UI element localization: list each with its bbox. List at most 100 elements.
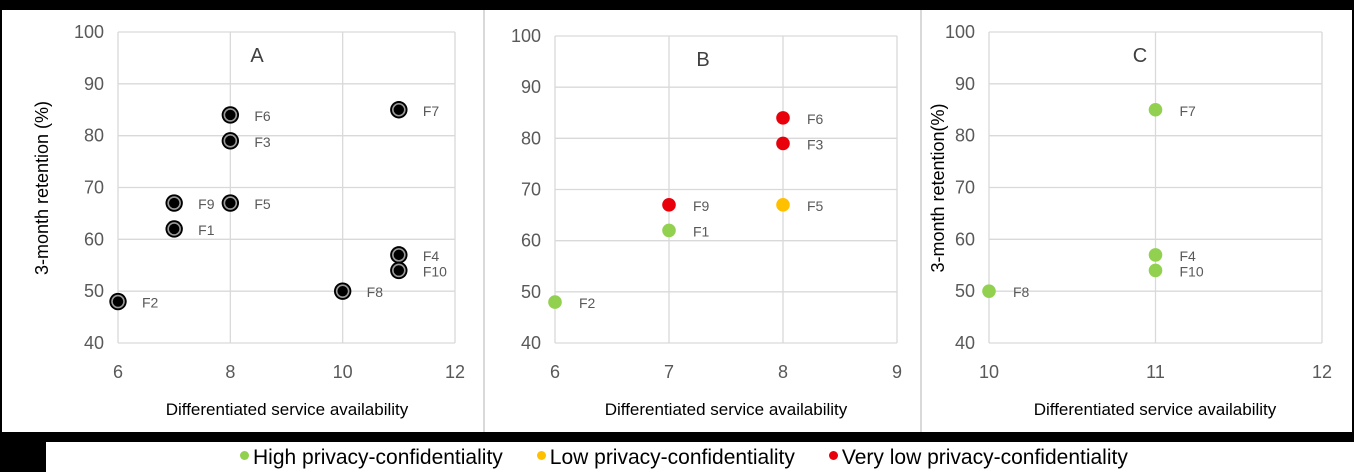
panel-a-ytick-label: 60 <box>84 229 104 249</box>
panel-c-ytick-label: 70 <box>955 178 975 198</box>
panel-a-point-label-f7: F7 <box>423 103 440 119</box>
panel-a-point-f7 <box>394 105 404 115</box>
scatter-panel-a: 40 50 60 70 80 90 100 6 8 10 12 A Differentiated ser… <box>32 22 465 419</box>
panel-c-xtick-label: 10 <box>979 362 999 382</box>
scatter-panel-b: 40 50 60 70 80 90 100 6 7 8 9 B Differentiated servi… <box>511 26 902 419</box>
panel-c-point-label-f8: F8 <box>1013 284 1030 300</box>
panel-b-ytick-label: 50 <box>521 282 541 302</box>
right-border <box>1352 10 1354 432</box>
panel-a-xtick-label: 6 <box>113 362 123 382</box>
panel-b-ytick-label: 100 <box>511 26 541 46</box>
legend-dot-low <box>536 450 546 460</box>
panel-c-ytick-label: 50 <box>955 281 975 301</box>
panel-a-point-label-f6: F6 <box>254 108 271 124</box>
panel-b-xtick-label: 7 <box>664 362 674 382</box>
panel-a-point-ring-f6 <box>223 108 238 122</box>
panel-a-xtick-label: 10 <box>333 362 353 382</box>
panel-b-xlabel: Differentiated service availability <box>605 400 848 419</box>
legend-item-very-low: Very low privacy-confidentiality <box>828 446 1128 470</box>
panel-b-xtick-label: 9 <box>892 362 902 382</box>
panel-b-ytick-label: 60 <box>521 231 541 251</box>
panel-c-ytick-label: 80 <box>955 126 975 146</box>
legend: High privacy-confidentiality Low privacy… <box>240 446 1162 470</box>
panel-a-point-f1 <box>169 224 179 234</box>
panel-b-point-f1 <box>662 223 676 238</box>
panel-a-point-f10 <box>394 265 404 276</box>
panel-c-title: C <box>1133 45 1147 67</box>
panel-a-point-ring-f4 <box>392 248 406 262</box>
panel-b-ytick-label: 40 <box>521 333 541 353</box>
legend-label-high: High privacy-confidentiality <box>253 446 503 469</box>
panel-a-point-f8 <box>338 286 348 296</box>
panel-a-ytick-label: 100 <box>74 22 104 42</box>
panel-b-ytick-label: 80 <box>521 128 541 148</box>
legend-item-high: High privacy-confidentiality <box>240 446 503 470</box>
panel-c-xtick-label: 11 <box>1146 362 1165 382</box>
panel-divider-a-b <box>483 10 485 432</box>
panel-b-point-f6 <box>776 111 790 125</box>
panel-a-point-f6 <box>225 110 235 120</box>
panel-b-ytick-label: 90 <box>521 77 541 97</box>
bottom-border-bar <box>0 432 1354 442</box>
panel-a-ytick-label: 70 <box>84 178 104 198</box>
panel-b-ytick-label: 70 <box>521 180 541 200</box>
panel-a-ytick-label: 80 <box>84 126 104 146</box>
panel-c-point-label-f7: F7 <box>1180 103 1197 119</box>
panel-c-xlabel: Differentiated service availability <box>1034 400 1277 419</box>
panel-b-point-label-f1: F1 <box>693 223 710 239</box>
panel-a-point-label-f10: F10 <box>423 263 447 279</box>
panel-a-point-label-f5: F5 <box>254 196 271 212</box>
panel-c-point-f4 <box>1148 248 1163 262</box>
panel-a-point-f9 <box>169 198 179 208</box>
panel-a-point-label-f9: F9 <box>198 196 215 212</box>
panel-a-point-ring-f8 <box>335 284 350 298</box>
panel-b-point-label-f6: F6 <box>807 111 824 127</box>
panel-b-point-f5 <box>776 198 790 212</box>
panel-c-point-label-f4: F4 <box>1180 248 1197 264</box>
panel-b-point-f3 <box>776 136 790 151</box>
legend-item-low: Low privacy-confidentiality <box>536 446 795 470</box>
panel-a-point-ring-f3 <box>223 134 238 148</box>
panel-b-xtick-label: 6 <box>550 362 560 382</box>
panel-a-point-f2 <box>113 296 123 307</box>
panel-a-point-ring-f7 <box>392 102 406 117</box>
panel-c-ytick-label: 100 <box>945 22 975 42</box>
panel-a-point-f4 <box>394 250 404 260</box>
panel-a-point-label-f4: F4 <box>423 248 440 264</box>
panel-a-point-ring-f2 <box>111 294 125 309</box>
legend-label-very-low: Very low privacy-confidentiality <box>841 446 1128 469</box>
panel-a-ytick-label: 40 <box>84 333 104 353</box>
panel-a-ylabel: 3-month retention (%) <box>32 101 52 275</box>
legend-label-low: Low privacy-confidentiality <box>549 446 795 469</box>
panel-c-ytick-label: 40 <box>955 333 975 353</box>
panel-a-point-f3 <box>225 136 235 146</box>
panel-b-point-f9 <box>662 198 676 212</box>
panel-a-xtick-label: 8 <box>225 362 235 382</box>
panel-c-point-label-f10: F10 <box>1180 263 1204 279</box>
panel-b-point-label-f2: F2 <box>579 295 596 311</box>
panel-b-point-label-f9: F9 <box>693 198 710 214</box>
panel-b-point-label-f5: F5 <box>807 198 824 214</box>
panel-a-point-f5 <box>225 198 235 208</box>
panel-b-xtick-label: 8 <box>778 362 788 382</box>
panel-a-point-label-f3: F3 <box>254 134 271 150</box>
panel-a-point-label-f8: F8 <box>367 284 384 300</box>
panel-b-point-f2 <box>548 295 562 309</box>
panel-b-point-label-f3: F3 <box>807 136 824 152</box>
legend-dot-very-low <box>828 450 838 460</box>
legend-left-block <box>0 432 46 472</box>
panel-divider-b-c <box>920 10 922 432</box>
panel-c-ytick-label: 90 <box>955 74 975 94</box>
panel-c-point-f8 <box>982 284 996 298</box>
panel-c-point-f10 <box>1148 263 1163 278</box>
scatter-panel-c: 40 50 60 70 80 90 100 10 11 12 C Differentiated ser… <box>928 22 1332 419</box>
top-border-bar <box>0 0 1354 10</box>
panel-a-point-ring-f1 <box>167 222 181 236</box>
panel-a-ytick-label: 50 <box>84 281 104 301</box>
panel-c-ytick-label: 60 <box>955 229 975 249</box>
panel-a-xlabel: Differentiated service availability <box>166 400 409 419</box>
panel-a-xtick-label: 12 <box>445 362 465 382</box>
left-border <box>0 10 2 432</box>
panel-c-ylabel: 3-month retention(%) <box>928 103 948 272</box>
panel-a-point-label-f1: F1 <box>198 222 215 238</box>
